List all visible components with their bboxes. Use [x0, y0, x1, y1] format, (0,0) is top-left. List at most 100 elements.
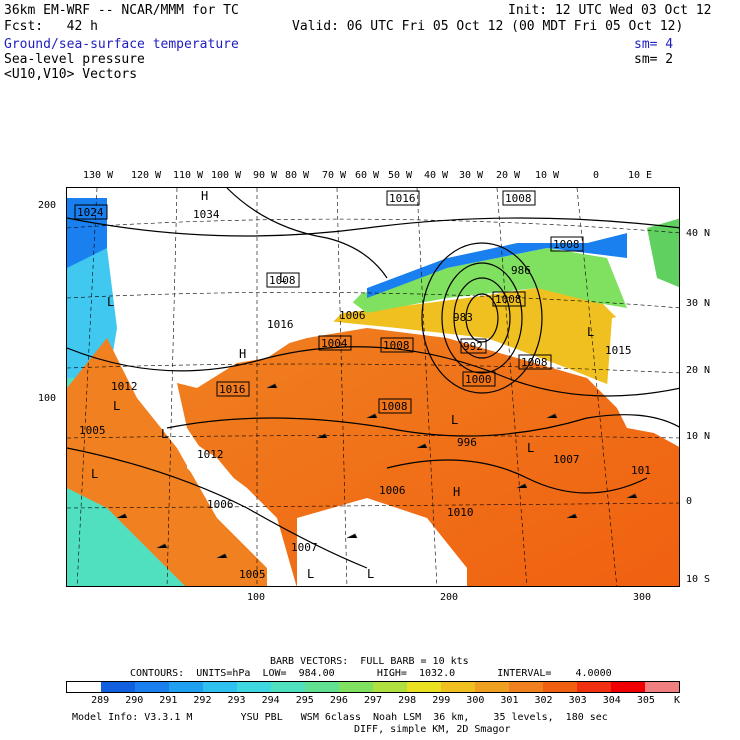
colorbar-label: 292 [193, 695, 212, 706]
pressure-box: 1004 [318, 335, 352, 351]
colorbar-label: 289 [91, 695, 110, 706]
colorbar-label: 305 [636, 695, 655, 706]
valid-time: Valid: 06 UTC Fri 05 Oct 12 (00 MDT Fri … [292, 19, 684, 34]
longitude-tick: 60 W [354, 170, 380, 181]
pressure-box: 1024 [74, 204, 108, 220]
colorbar-label: 299 [432, 695, 451, 706]
svg-text:1008: 1008 [505, 192, 532, 205]
field-1-name: Ground/sea-surface temperature [4, 37, 239, 52]
low-pressure-mark: L [587, 325, 594, 339]
colorbar-label: 290 [125, 695, 144, 706]
colorbar-cell [373, 682, 407, 692]
colorbar-label: 296 [329, 695, 348, 706]
atlantic-sst-green [347, 248, 627, 313]
latitude-tick: 10 S [686, 574, 711, 585]
pressure-box: 1016 [386, 190, 420, 206]
colorbar-label: 294 [261, 695, 280, 706]
pressure-box: 1016 [216, 381, 250, 397]
forecast-hour: Fcst: 42 h [4, 19, 98, 34]
contour-legend: CONTOURS: UNITS=hPa LOW= 984.00 HIGH= 10… [130, 668, 612, 679]
grid-left-tick-2: 100 [38, 393, 57, 404]
low-pressure-mark: L [161, 427, 168, 441]
colorbar-cell [509, 682, 543, 692]
pressure-value: 1010 [447, 506, 474, 519]
atlantic-sst-cold [367, 233, 627, 298]
pressure-value: 101 [631, 464, 651, 477]
longitude-tick: 90 W [252, 170, 278, 181]
svg-text:1008: 1008 [521, 356, 548, 369]
colorbar-label: 303 [568, 695, 587, 706]
colorbar-label: 297 [363, 695, 383, 706]
grid-left-tick-1: 200 [38, 200, 57, 211]
longitude-tick: 40 W [423, 170, 449, 181]
colorbar-cell [543, 682, 577, 692]
latitude-tick: 30 N [686, 298, 711, 309]
pressure-box: 1008 [550, 236, 584, 252]
pressure-box: 1008 [380, 337, 414, 353]
pressure-box: 1008 [492, 291, 526, 307]
colorbar-cell [203, 682, 237, 692]
pressure-box: 1000 [462, 371, 496, 387]
colorbar-unit: K [674, 695, 681, 706]
low-pressure-mark: L [113, 399, 120, 413]
colorbar-cell [67, 682, 101, 692]
pressure-value: 1006 [379, 484, 406, 497]
field-1-smoothing: sm= 4 [634, 37, 674, 52]
longitude-tick: 120 W [130, 170, 162, 181]
latitude-tick: 0 [686, 496, 693, 507]
colorbar-label: 304 [602, 695, 621, 706]
high-pressure-mark: H [201, 189, 208, 203]
colorbar-cell [101, 682, 135, 692]
colorbar-label: 298 [398, 695, 417, 706]
high-low-marks: H L L H L L L H L L L L L [91, 189, 594, 581]
svg-text:1024: 1024 [77, 206, 104, 219]
field-3-name: <U10,V10> Vectors [4, 67, 138, 82]
grid-bottom-tick-3: 300 [632, 592, 652, 603]
colorbar-cell [271, 682, 305, 692]
grid-bottom-tick-1: 100 [246, 592, 266, 603]
colorbar-cell [611, 682, 645, 692]
colorbar-label: 291 [159, 695, 178, 706]
colorbar-cell [339, 682, 373, 692]
high-pressure-mark: H [239, 347, 246, 361]
model-title: 36km EM-WRF -- NCAR/MMM for TC [4, 3, 239, 18]
low-pressure-mark: L [91, 467, 98, 481]
longitude-tick: 100 W [210, 170, 242, 181]
colorbar-cell [135, 682, 169, 692]
low-pressure-mark: L [307, 567, 314, 581]
pressure-value: 1012 [111, 380, 138, 393]
pacific-sst-warm [67, 338, 267, 586]
longitude-tick: 50 W [387, 170, 413, 181]
lat-lon-grid [67, 188, 679, 586]
high-pressure-mark: H [453, 485, 460, 499]
low-pressure-mark: L [107, 295, 114, 309]
field-2-smoothing: sm= 2 [634, 52, 674, 67]
svg-text:1016: 1016 [389, 192, 416, 205]
colorbar-label: 295 [295, 695, 314, 706]
pressure-value: 1015 [605, 344, 632, 357]
init-time: Init: 12 UTC Wed 03 Oct 12 [508, 3, 712, 18]
svg-text:1000: 1000 [465, 373, 492, 386]
pressure-box: 1008 [378, 398, 412, 414]
pressure-value: 1007 [553, 453, 580, 466]
pressure-value: 983 [453, 311, 473, 324]
colorbar-cell [237, 682, 271, 692]
colorbar-cell [407, 682, 441, 692]
longitude-tick: 130 W [82, 170, 114, 181]
low-pressure-mark: L [279, 271, 286, 285]
atlantic-sst-mid [297, 288, 627, 388]
longitude-tick: 10 E [627, 170, 653, 181]
svg-text:1008: 1008 [381, 400, 408, 413]
sst-colorbar-labels: 289 290 291 292 293 294 295 296 297 298 299 300 301 3… [66, 695, 680, 707]
longitude-tick: 30 W [458, 170, 484, 181]
pressure-box: 1008 [266, 272, 300, 288]
pressure-value: 1005 [239, 568, 266, 581]
sst-colorbar [66, 681, 680, 693]
svg-text:1008: 1008 [495, 293, 522, 306]
pressure-value: 996 [457, 436, 477, 449]
pressure-box-labels: 1024 1016 1008 1008 1008 1004 1008 1008 992 1000 1… [74, 190, 584, 414]
field-2-name: Sea-level pressure [4, 52, 145, 67]
longitude-tick: 70 W [321, 170, 347, 181]
low-pressure-mark: L [527, 441, 534, 455]
